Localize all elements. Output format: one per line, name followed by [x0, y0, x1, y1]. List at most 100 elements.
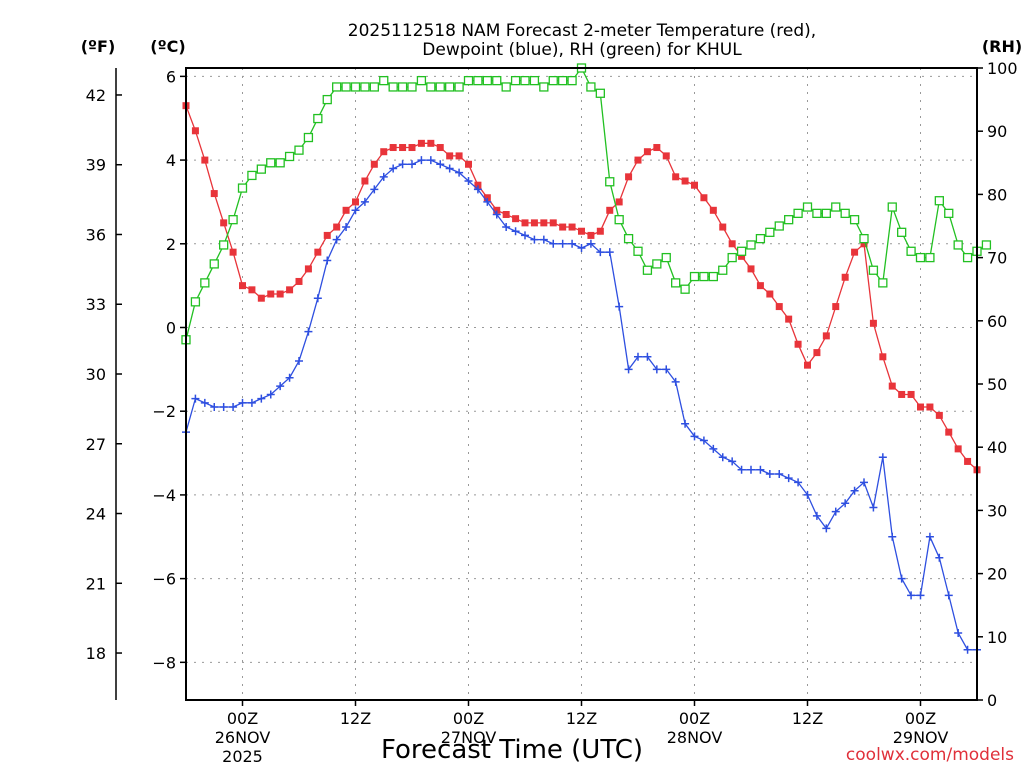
dewpoint-point [408, 160, 416, 169]
dewpoint-point [897, 574, 906, 583]
temperature-point [832, 303, 840, 311]
temperature-point [521, 219, 529, 227]
temperature-point [634, 156, 642, 164]
celsius-tick-label: −6 [152, 570, 176, 589]
rh-point [228, 215, 238, 225]
temperature-point [785, 315, 793, 323]
dewpoint-point [483, 197, 492, 206]
temperature-point [314, 248, 322, 256]
dewpoint-point [925, 532, 934, 541]
temperature-point [201, 156, 209, 164]
dewpoint-point [247, 398, 256, 407]
rh-point [671, 278, 681, 288]
celsius-tick-label: 6 [166, 67, 176, 86]
series-layer [181, 63, 992, 654]
rh-point [652, 259, 662, 269]
temperature-point [352, 198, 359, 206]
dewpoint-point [464, 177, 473, 186]
temperature-point [615, 198, 623, 206]
x-tick-date-label: 28NOV [667, 728, 723, 747]
celsius-tick-label: 2 [166, 235, 176, 254]
dewpoint-point [379, 172, 388, 181]
dewpoint-point [398, 160, 407, 169]
dewpoint-point [803, 490, 812, 499]
temperature-point [804, 361, 811, 369]
rh-point [200, 278, 210, 288]
dewpoint-point [765, 469, 774, 478]
dewpoint-point [907, 591, 916, 600]
temperature-point [248, 286, 256, 294]
dewpoint-point [285, 373, 294, 382]
rh-point [388, 82, 398, 92]
fahrenheit-tick-label: 21 [86, 574, 106, 593]
rh-point [708, 271, 718, 282]
rh-point [473, 75, 483, 86]
temperature-point [719, 223, 727, 231]
rh-point [736, 246, 747, 256]
rh-point [689, 271, 700, 282]
temperature-point [898, 390, 906, 398]
rh-axis-unit: (RH) [982, 37, 1022, 56]
dewpoint-point [888, 532, 897, 541]
fahrenheit-tick-label: 33 [86, 295, 106, 314]
temperature-point [257, 294, 265, 302]
dewpoint-point [841, 499, 850, 508]
fahrenheit-tick-label: 18 [86, 644, 106, 663]
temperature-point [888, 382, 896, 390]
rh-point [510, 75, 521, 86]
plot-frame [185, 67, 978, 701]
celsius-tick-label: −2 [152, 402, 176, 421]
dewpoint-point [794, 478, 803, 487]
temperature-point [945, 428, 953, 436]
rh-point [953, 240, 963, 250]
dewpoint-point [718, 453, 727, 462]
temperature-point [399, 144, 407, 152]
temperature-point [210, 190, 218, 198]
dewpoint-point [737, 465, 746, 474]
rh-point [831, 202, 841, 212]
x-tick-time-label: 00Z [453, 709, 484, 728]
dewpoint-point [812, 511, 821, 520]
temperature-point [709, 206, 717, 214]
rh-point [190, 297, 201, 307]
rh-point [313, 113, 323, 124]
dewpoint-point [445, 164, 454, 173]
temperature-point [606, 206, 614, 214]
dewpoint-point [276, 382, 285, 391]
rh-point [623, 233, 634, 244]
temperature-point [512, 215, 520, 223]
temperature-point [276, 290, 284, 298]
dewpoint-point [370, 185, 379, 194]
rh-point [774, 221, 784, 231]
rh-point [463, 75, 474, 86]
temperature-point [775, 303, 783, 311]
rh-point [360, 82, 370, 92]
rh-point [925, 252, 935, 263]
rh-point [586, 82, 596, 92]
temperature-point [917, 403, 924, 411]
fahrenheit-tick-label: 24 [86, 505, 106, 524]
temperature-point [738, 252, 746, 260]
temperature-point [568, 223, 576, 231]
rh-point [699, 271, 709, 282]
temperature-point [587, 231, 595, 239]
rh-point [266, 158, 276, 168]
dewpoint-point [549, 239, 558, 248]
rh-point [379, 75, 389, 86]
rh-point [539, 82, 549, 92]
dewpoint-point [266, 390, 275, 399]
rh-point [840, 208, 850, 219]
temperature-point [964, 457, 972, 465]
celsius-tick-label: 4 [166, 151, 176, 170]
dewpoint-point [728, 457, 737, 466]
x-tick-year-label: 2025 [222, 747, 263, 766]
rh-point [859, 233, 869, 244]
temperature-point [860, 240, 868, 248]
temperature-point [691, 181, 698, 189]
temperature-point [766, 290, 774, 298]
dewpoint-point [869, 503, 878, 512]
dewpoint-point [954, 629, 963, 638]
temperature-point [869, 319, 877, 327]
temperature-point [446, 152, 454, 160]
dewpoint-point [605, 248, 614, 257]
